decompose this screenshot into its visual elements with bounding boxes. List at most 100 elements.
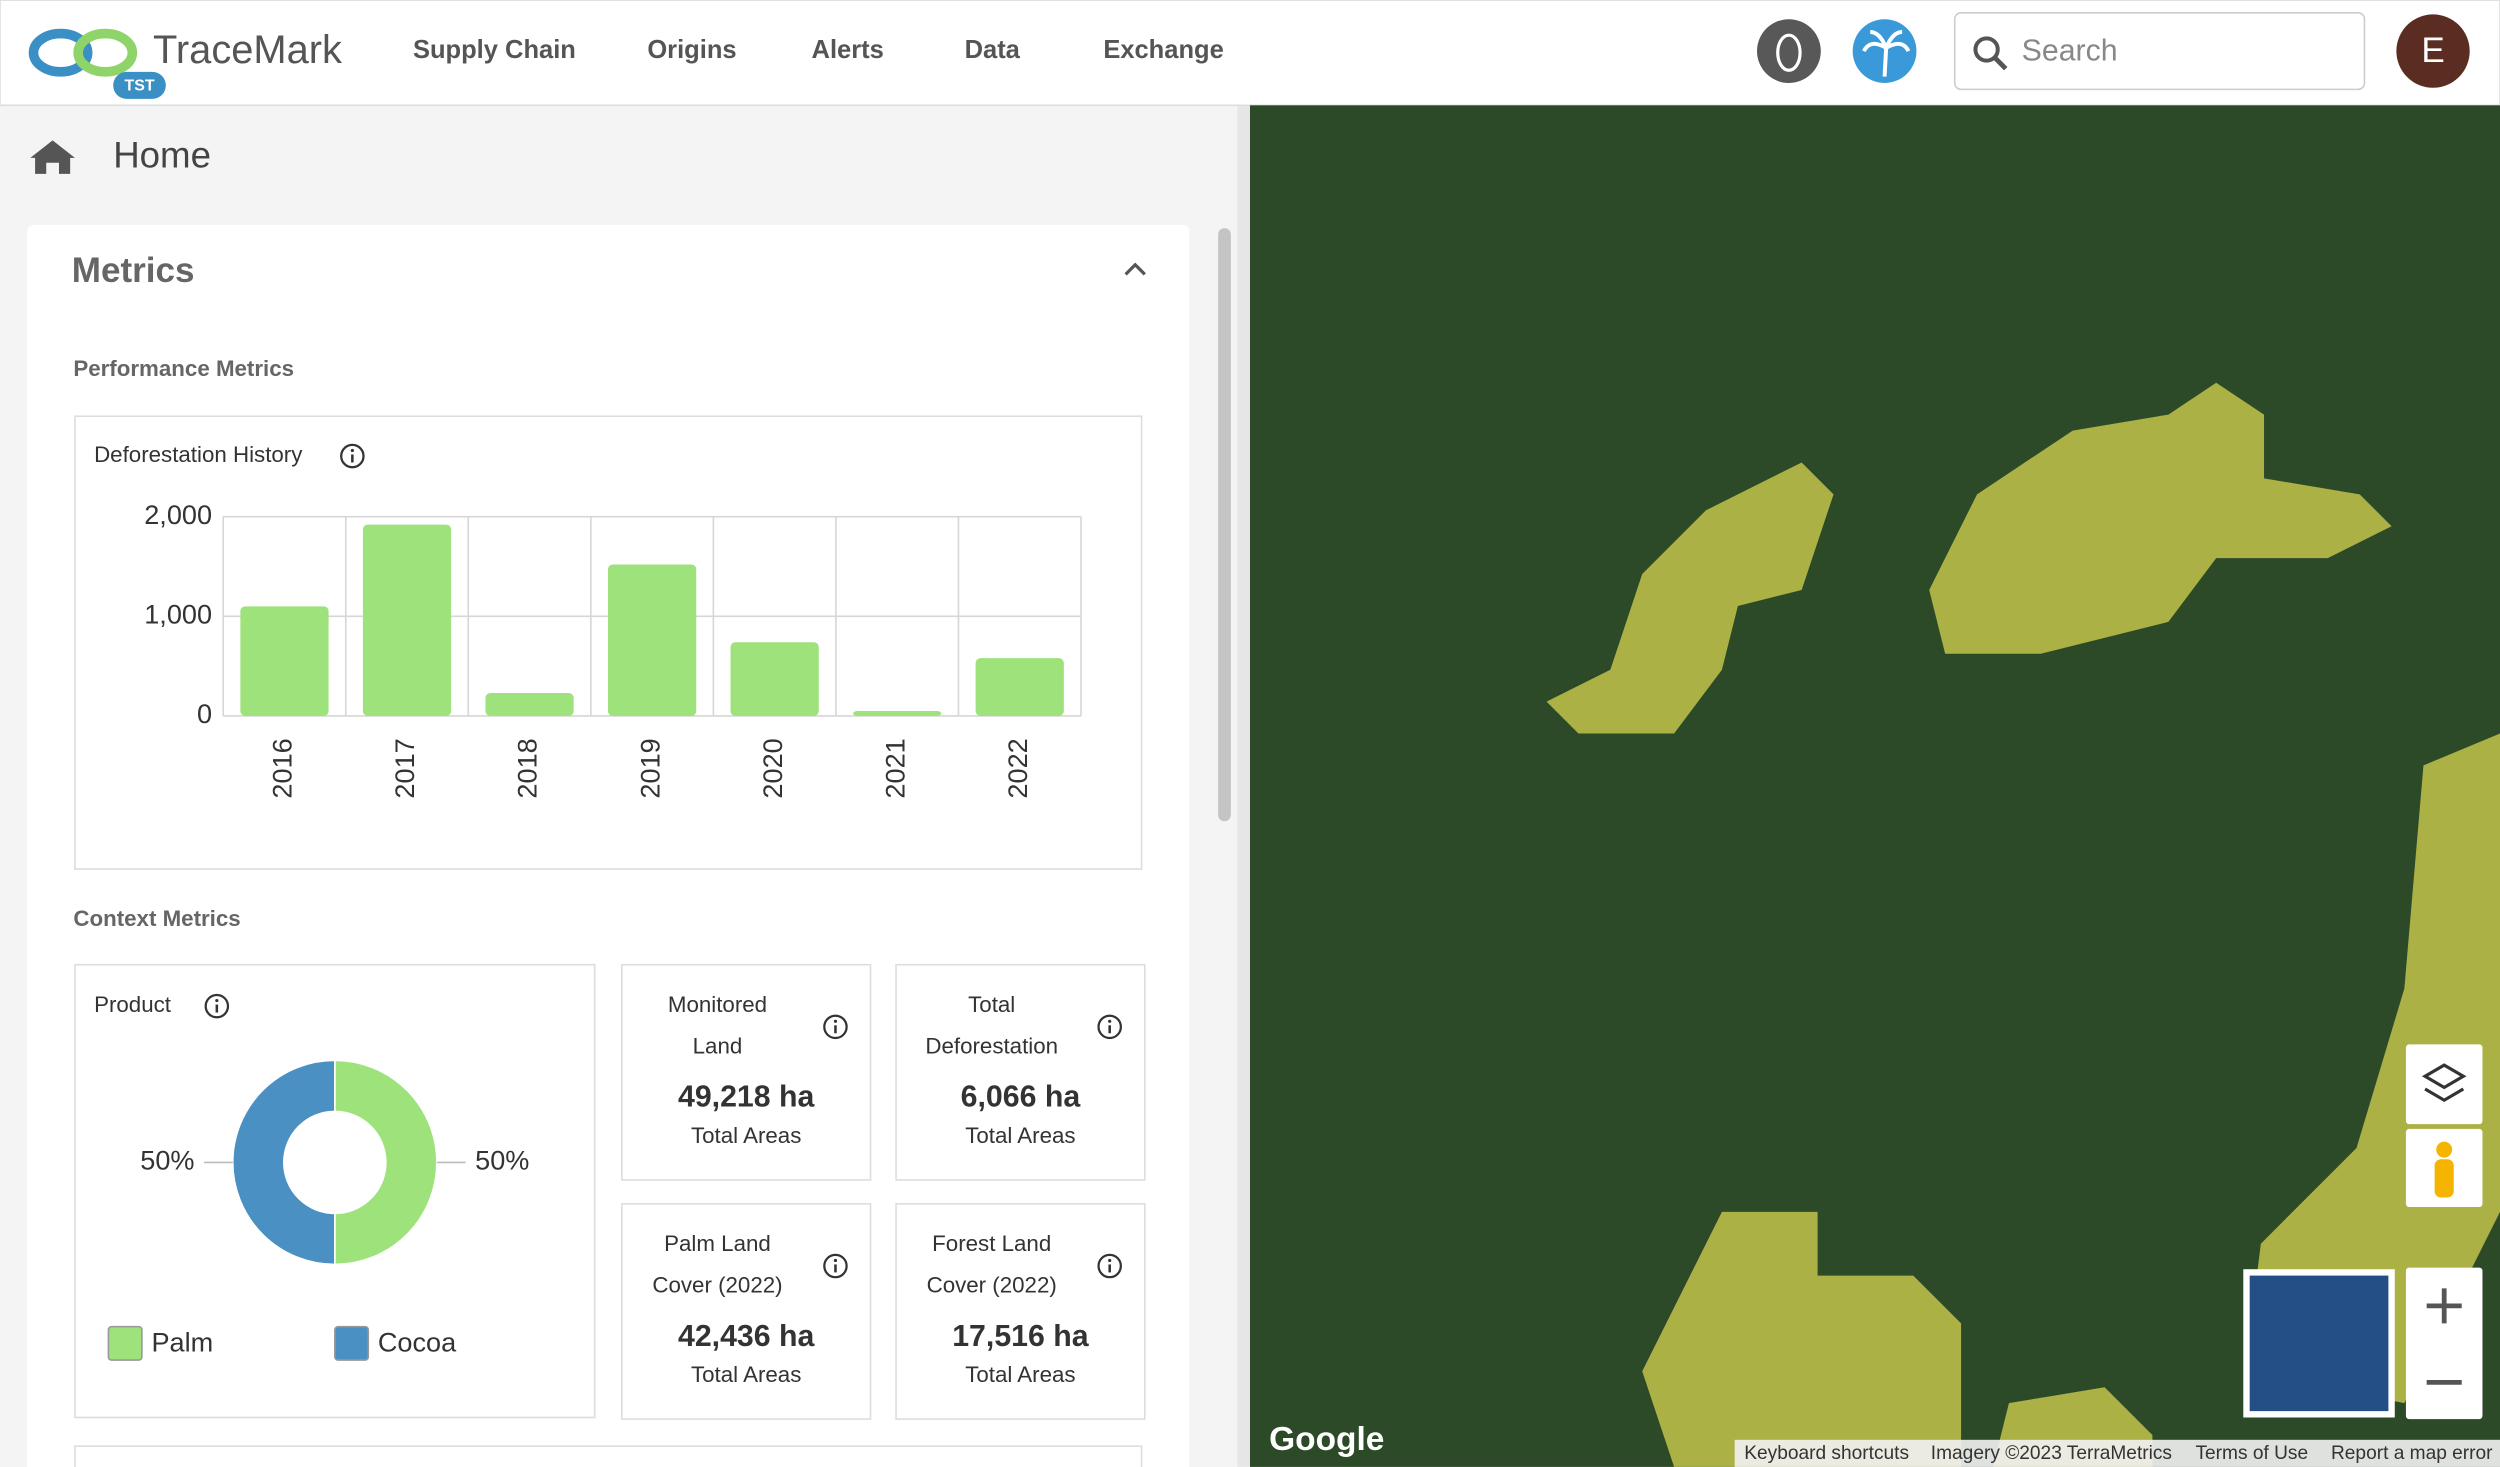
chart-title: Product bbox=[94, 992, 172, 1017]
breadcrumb: Home bbox=[113, 135, 211, 176]
x-tick-label: 2020 bbox=[757, 738, 788, 798]
map[interactable] bbox=[1250, 105, 2500, 1467]
metric-card bbox=[895, 963, 1146, 1181]
zoom-in[interactable] bbox=[2426, 1288, 2462, 1324]
cocoa-icon bbox=[1776, 33, 1802, 72]
attribution[interactable]: Report a map error bbox=[2331, 1443, 2493, 1464]
logo-icon bbox=[73, 28, 138, 77]
cocoa-button[interactable] bbox=[1757, 19, 1821, 83]
bar bbox=[485, 693, 574, 716]
map-overlay bbox=[1642, 1211, 1962, 1467]
map-brand: Google bbox=[1269, 1421, 1384, 1458]
map-overlay bbox=[2244, 733, 2500, 1404]
card bbox=[74, 1445, 1143, 1467]
card-value: 42,436 ha bbox=[678, 1320, 816, 1353]
pegman bbox=[2436, 1141, 2453, 1158]
card-sub: Total Areas bbox=[691, 1123, 801, 1148]
card-value: 6,066 ha bbox=[961, 1081, 1082, 1114]
attribution: Imagery ©2023 TerraMetrics bbox=[1931, 1443, 2172, 1464]
search-box[interactable] bbox=[1953, 12, 2366, 91]
info-icon[interactable] bbox=[823, 1253, 848, 1279]
data-label: 50% bbox=[140, 1145, 194, 1176]
info-icon[interactable] bbox=[340, 443, 365, 469]
card-label: Palm Land bbox=[664, 1231, 771, 1256]
minimap-imagery bbox=[2249, 1275, 2389, 1412]
metric-card bbox=[621, 963, 872, 1181]
x-tick-label: 2019 bbox=[634, 738, 665, 798]
info-icon[interactable] bbox=[823, 1014, 848, 1040]
info-icon bbox=[1108, 1019, 1112, 1023]
pegman bbox=[2434, 1159, 2454, 1198]
home-icon[interactable] bbox=[30, 140, 75, 174]
attribution[interactable]: Keyboard shortcuts bbox=[1744, 1443, 1909, 1464]
y-tick-label: 2,000 bbox=[144, 499, 212, 530]
badge bbox=[113, 71, 166, 99]
bar bbox=[975, 658, 1064, 716]
legend-swatch bbox=[107, 1325, 143, 1361]
avatar[interactable] bbox=[2396, 14, 2470, 88]
info-icon bbox=[215, 998, 219, 1003]
nav-link[interactable]: Alerts bbox=[812, 36, 884, 64]
nav-link[interactable]: Supply Chain bbox=[413, 36, 576, 64]
info-icon[interactable] bbox=[204, 993, 230, 1019]
y-tick-label: 0 bbox=[197, 698, 212, 729]
bar bbox=[240, 606, 329, 716]
badge-text: TST bbox=[124, 77, 154, 94]
layers-button[interactable] bbox=[2405, 1044, 2483, 1125]
x-tick-label: 2022 bbox=[1002, 738, 1033, 798]
info-icon bbox=[833, 1258, 838, 1263]
bar bbox=[730, 642, 819, 716]
card-label: Cover (2022) bbox=[927, 1273, 1057, 1298]
info-icon bbox=[833, 1019, 838, 1023]
map-overlay bbox=[1929, 382, 2392, 654]
x-tick-label: 2016 bbox=[267, 738, 298, 798]
legend-label: Cocoa bbox=[378, 1326, 457, 1357]
card-sub: Total Areas bbox=[691, 1362, 801, 1387]
logo-text: TraceMark bbox=[153, 28, 342, 72]
card-value: 17,516 ha bbox=[952, 1320, 1090, 1353]
card-label: Deforestation bbox=[925, 1033, 1058, 1058]
info-icon[interactable] bbox=[1097, 1014, 1122, 1040]
logo[interactable]: TraceMark TST bbox=[28, 28, 342, 99]
card-label: Total bbox=[968, 992, 1015, 1017]
collapse-toggle[interactable] bbox=[1124, 262, 1146, 276]
card-label: Land bbox=[693, 1033, 743, 1058]
logo-icon bbox=[28, 28, 93, 77]
metric-card bbox=[621, 1203, 872, 1420]
search-icon bbox=[1973, 36, 2000, 63]
divider[interactable] bbox=[1237, 105, 1250, 1467]
chart-title: Deforestation History bbox=[94, 442, 303, 467]
card-label: Forest Land bbox=[932, 1231, 1051, 1256]
section-heading: Performance Metrics bbox=[73, 356, 294, 381]
pie-slice bbox=[334, 1059, 438, 1266]
bar bbox=[853, 710, 942, 716]
card-label: Monitored bbox=[668, 992, 767, 1017]
nav-link[interactable]: Data bbox=[965, 36, 1021, 64]
card-value: 49,218 ha bbox=[678, 1081, 816, 1114]
x-tick-label: 2017 bbox=[389, 738, 420, 798]
pie-slice bbox=[232, 1059, 336, 1266]
info-icon[interactable] bbox=[1097, 1253, 1122, 1279]
panel-title: Metrics bbox=[72, 251, 195, 290]
bar bbox=[362, 524, 452, 716]
avatar-letter: E bbox=[2421, 31, 2444, 70]
scrollbar[interactable] bbox=[1218, 228, 1231, 822]
search-icon bbox=[1992, 55, 2008, 71]
card-label: Cover (2022) bbox=[652, 1273, 782, 1298]
y-tick-label: 1,000 bbox=[144, 598, 212, 629]
nav-link[interactable]: Exchange bbox=[1103, 36, 1223, 64]
nav-link[interactable]: Origins bbox=[647, 36, 736, 64]
legend-label: Palm bbox=[151, 1326, 213, 1357]
info-icon bbox=[350, 448, 354, 453]
attribution-bar bbox=[1734, 1439, 2500, 1467]
section-heading: Context Metrics bbox=[73, 906, 240, 931]
map-overlay bbox=[1546, 462, 1834, 734]
zoom-controls bbox=[2405, 1267, 2483, 1420]
info-icon bbox=[1108, 1258, 1112, 1263]
card-sub: Total Areas bbox=[965, 1123, 1075, 1148]
layers-icon bbox=[2421, 1063, 2467, 1103]
bar bbox=[607, 564, 697, 716]
attribution[interactable]: Terms of Use bbox=[2195, 1443, 2308, 1464]
